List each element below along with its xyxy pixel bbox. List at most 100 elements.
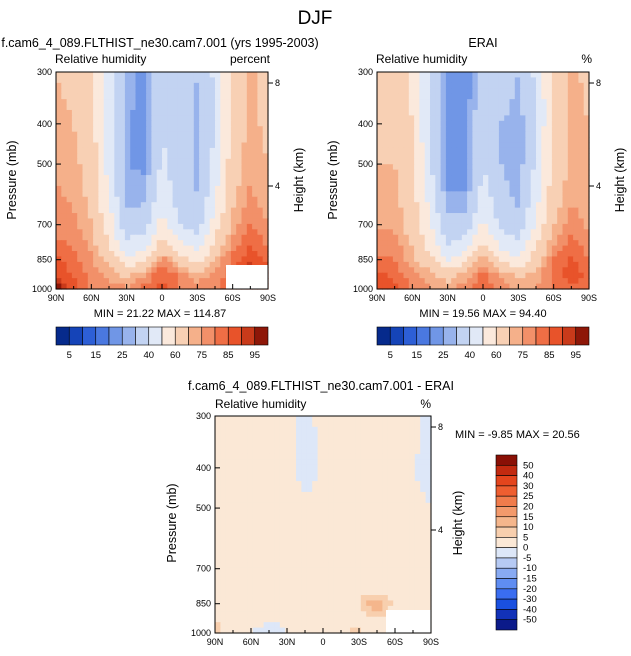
contour-cell [488, 126, 495, 133]
contour-cell [536, 137, 542, 144]
contour-cell [225, 99, 232, 106]
contour-cell [430, 251, 436, 258]
contour-cell [440, 240, 447, 247]
contour-cell [530, 202, 537, 209]
contour-cell [247, 513, 254, 520]
contour-cell [241, 180, 248, 187]
contour-cell [493, 153, 500, 160]
contour-cell [279, 475, 286, 482]
contour-cell [193, 207, 200, 214]
contour-cell [393, 470, 400, 477]
colorbar-swatch [254, 326, 269, 346]
contour-cell [247, 616, 254, 623]
contour-cell [333, 540, 340, 547]
contour-cell [247, 595, 254, 602]
contour-cell [236, 158, 243, 165]
colorbar-swatch [495, 475, 518, 487]
contour-cell [66, 191, 73, 198]
contour-cell [71, 104, 78, 111]
contour-cell [66, 251, 73, 258]
contour-cell [188, 109, 195, 116]
contour-cell [567, 72, 574, 79]
contour-cell [225, 207, 232, 214]
contour-cell [583, 131, 590, 138]
contour-cell [472, 180, 479, 187]
contour-cell [366, 605, 373, 612]
contour-cell [317, 459, 324, 466]
contour-cell [109, 120, 115, 127]
contour-cell [98, 77, 105, 84]
contour-cell [177, 223, 184, 230]
contour-cell [435, 82, 442, 89]
contour-cell [398, 72, 405, 79]
contour-cell [119, 251, 126, 258]
contour-cell [467, 131, 473, 138]
contour-cell [425, 589, 432, 596]
contour-cell [350, 589, 356, 596]
contour-cell [56, 77, 62, 84]
contour-cell [451, 202, 458, 209]
contour-cell [167, 77, 174, 84]
contour-cell [509, 240, 516, 247]
contour-cell [252, 508, 259, 515]
contour-cell [440, 207, 447, 214]
contour-cell [377, 251, 383, 258]
contour-cell [371, 464, 378, 471]
contour-cell [177, 207, 184, 214]
contour-cell [323, 502, 329, 509]
contour-cell [269, 453, 275, 460]
contour-cell [236, 459, 243, 466]
contour-cell [419, 115, 426, 122]
contour-cell [247, 540, 254, 547]
contour-cell [403, 72, 410, 79]
contour-cell [393, 448, 400, 455]
contour-cell [350, 595, 356, 602]
contour-cell [82, 283, 89, 290]
contour-cell [339, 448, 346, 455]
contour-cell [172, 169, 179, 176]
contour-cell [451, 283, 458, 290]
contour-cell [306, 600, 313, 607]
contour-cell [377, 82, 383, 89]
x-tick-label: 30N [118, 293, 135, 303]
contour-cell [114, 234, 121, 241]
contour-cell [377, 131, 383, 138]
contour-cell [263, 491, 270, 498]
contour-cell [93, 234, 99, 241]
contour-cell [66, 93, 73, 100]
contour-cell [317, 595, 324, 602]
contour-cell [61, 131, 68, 138]
contour-cell [230, 218, 237, 225]
contour-cell [451, 142, 458, 149]
contour-cell [514, 137, 521, 144]
contour-cell [177, 82, 184, 89]
contour-cell [204, 272, 211, 279]
contour-cell [82, 218, 89, 225]
contour-cell [204, 240, 211, 247]
contour-cell [209, 104, 216, 111]
contour-cell [483, 267, 489, 274]
contour-cell [440, 82, 447, 89]
contour-cell [387, 240, 394, 247]
contour-cell [398, 416, 405, 423]
contour-cell [82, 251, 89, 258]
contour-cell [71, 278, 78, 285]
contour-cell [541, 72, 548, 79]
contour-cell [285, 611, 292, 618]
contour-cell [435, 191, 442, 198]
contour-cell [398, 191, 405, 198]
contour-cell [578, 99, 585, 106]
contour-cell [225, 567, 232, 574]
contour-cell [530, 99, 537, 106]
contour-cell [451, 131, 458, 138]
contour-cell [377, 234, 383, 241]
contour-cell [56, 218, 62, 225]
contour-cell [183, 93, 190, 100]
contour-cell [114, 72, 121, 79]
contour-cell [583, 153, 590, 160]
contour-cell [306, 416, 313, 423]
contour-cell [140, 169, 147, 176]
contour-cell [525, 240, 532, 247]
contour-cell [403, 207, 410, 214]
contour-cell [562, 126, 569, 133]
